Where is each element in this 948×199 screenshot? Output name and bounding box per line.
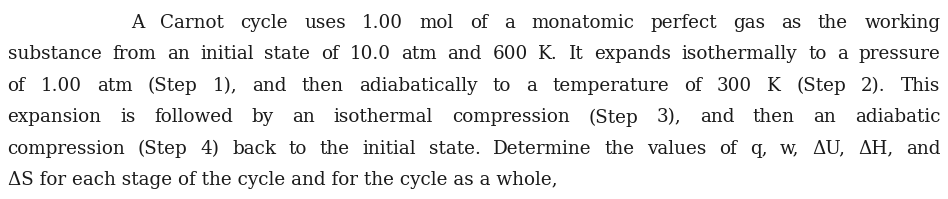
Text: 600: 600 (492, 45, 528, 63)
Text: K.: K. (538, 45, 558, 63)
Text: (Step: (Step (796, 77, 847, 95)
Text: an: an (167, 45, 190, 63)
Text: Determine: Determine (493, 140, 592, 158)
Text: perfect: perfect (650, 14, 717, 32)
Text: and: and (700, 108, 735, 126)
Text: of: of (684, 77, 702, 95)
Text: values: values (647, 140, 707, 158)
Text: by: by (251, 108, 274, 126)
Text: 3),: 3), (656, 108, 682, 126)
Text: (Step: (Step (588, 108, 638, 127)
Text: to: to (289, 140, 307, 158)
Text: compression: compression (8, 140, 125, 158)
Text: a: a (526, 77, 538, 95)
Text: expansion: expansion (8, 108, 101, 126)
Text: from: from (112, 45, 156, 63)
Text: 2).: 2). (862, 77, 885, 95)
Text: the: the (319, 140, 350, 158)
Text: as: as (781, 14, 802, 32)
Text: 300: 300 (717, 77, 752, 95)
Text: K: K (767, 77, 781, 95)
Text: cycle: cycle (241, 14, 288, 32)
Text: and: and (906, 140, 940, 158)
Text: and: and (252, 77, 286, 95)
Text: (Step: (Step (148, 77, 197, 95)
Text: state: state (264, 45, 310, 63)
Text: an: an (292, 108, 315, 126)
Text: the: the (605, 140, 635, 158)
Text: is: is (120, 108, 136, 126)
Text: back: back (232, 140, 276, 158)
Text: to: to (493, 77, 511, 95)
Text: temperature: temperature (553, 77, 669, 95)
Text: ΔH,: ΔH, (858, 140, 893, 158)
Text: atm: atm (97, 77, 133, 95)
Text: then: then (753, 108, 795, 126)
Text: an: an (813, 108, 836, 126)
Text: a: a (503, 14, 515, 32)
Text: of: of (720, 140, 738, 158)
Text: expands: expands (594, 45, 671, 63)
Text: and: and (447, 45, 482, 63)
Text: a: a (837, 45, 848, 63)
Text: adiabatically: adiabatically (359, 77, 478, 95)
Text: (Step: (Step (138, 140, 188, 158)
Text: followed: followed (155, 108, 233, 126)
Text: 1),: 1), (212, 77, 237, 95)
Text: compression: compression (452, 108, 570, 126)
Text: A: A (131, 14, 144, 32)
Text: It: It (569, 45, 583, 63)
Text: mol: mol (419, 14, 454, 32)
Text: 10.0: 10.0 (349, 45, 391, 63)
Text: q,: q, (750, 140, 768, 158)
Text: Carnot: Carnot (160, 14, 224, 32)
Text: 1.00: 1.00 (362, 14, 403, 32)
Text: state.: state. (428, 140, 481, 158)
Text: then: then (301, 77, 344, 95)
Text: substance: substance (8, 45, 101, 63)
Text: the: the (818, 14, 848, 32)
Text: of: of (470, 14, 487, 32)
Text: This: This (901, 77, 940, 95)
Text: monatomic: monatomic (531, 14, 634, 32)
Text: isothermal: isothermal (334, 108, 433, 126)
Text: of: of (321, 45, 338, 63)
Text: uses: uses (304, 14, 346, 32)
Text: isothermally: isothermally (682, 45, 797, 63)
Text: atm: atm (401, 45, 437, 63)
Text: ΔS for each stage of the cycle and for the cycle as a whole,: ΔS for each stage of the cycle and for t… (8, 171, 557, 189)
Text: 4): 4) (200, 140, 219, 158)
Text: initial: initial (362, 140, 416, 158)
Text: ΔU,: ΔU, (812, 140, 846, 158)
Text: to: to (808, 45, 827, 63)
Text: working: working (865, 14, 940, 32)
Text: pressure: pressure (859, 45, 940, 63)
Text: w,: w, (780, 140, 800, 158)
Text: of: of (8, 77, 26, 95)
Text: initial: initial (200, 45, 254, 63)
Text: adiabatic: adiabatic (855, 108, 940, 126)
Text: gas: gas (733, 14, 765, 32)
Text: 1.00: 1.00 (41, 77, 82, 95)
